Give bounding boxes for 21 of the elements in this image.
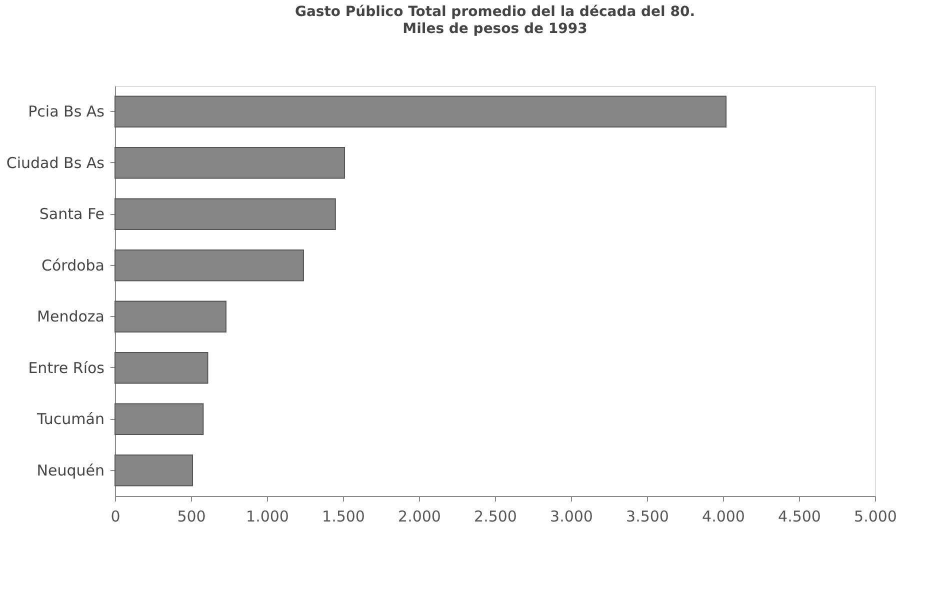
x-tick-label: 500: [177, 508, 206, 526]
y-tick-label: Córdoba: [42, 256, 104, 274]
y-tick-label: Neuquén: [36, 461, 104, 480]
y-tick-label: Entre Ríos: [28, 358, 105, 377]
x-tick-label: 1.500: [322, 508, 365, 526]
chart-title: Gasto Público Total promedio del la década del 80.: [294, 4, 696, 20]
chart-subtitle: Miles de pesos de 1993: [402, 21, 588, 37]
x-tick-label: 4.500: [778, 508, 821, 526]
y-tick-label: Ciudad Bs As: [6, 154, 105, 172]
x-tick-label: 2.000: [398, 508, 441, 526]
y-tick-label: Tucumán: [36, 410, 104, 428]
y-tick-label: Santa Fe: [39, 205, 104, 224]
x-tick-label: 1.000: [246, 508, 289, 526]
x-tick-label: 5.000: [854, 508, 897, 526]
x-tick-label: 3.500: [626, 508, 669, 526]
x-tick-label: 0: [110, 508, 120, 526]
x-tick-label: 3.000: [550, 508, 593, 526]
x-tick-label: 4.000: [702, 508, 745, 526]
y-tick-label: Mendoza: [37, 308, 104, 326]
x-tick-label: 2.500: [474, 508, 517, 526]
y-tick-label: Pcia Bs As: [28, 102, 105, 121]
